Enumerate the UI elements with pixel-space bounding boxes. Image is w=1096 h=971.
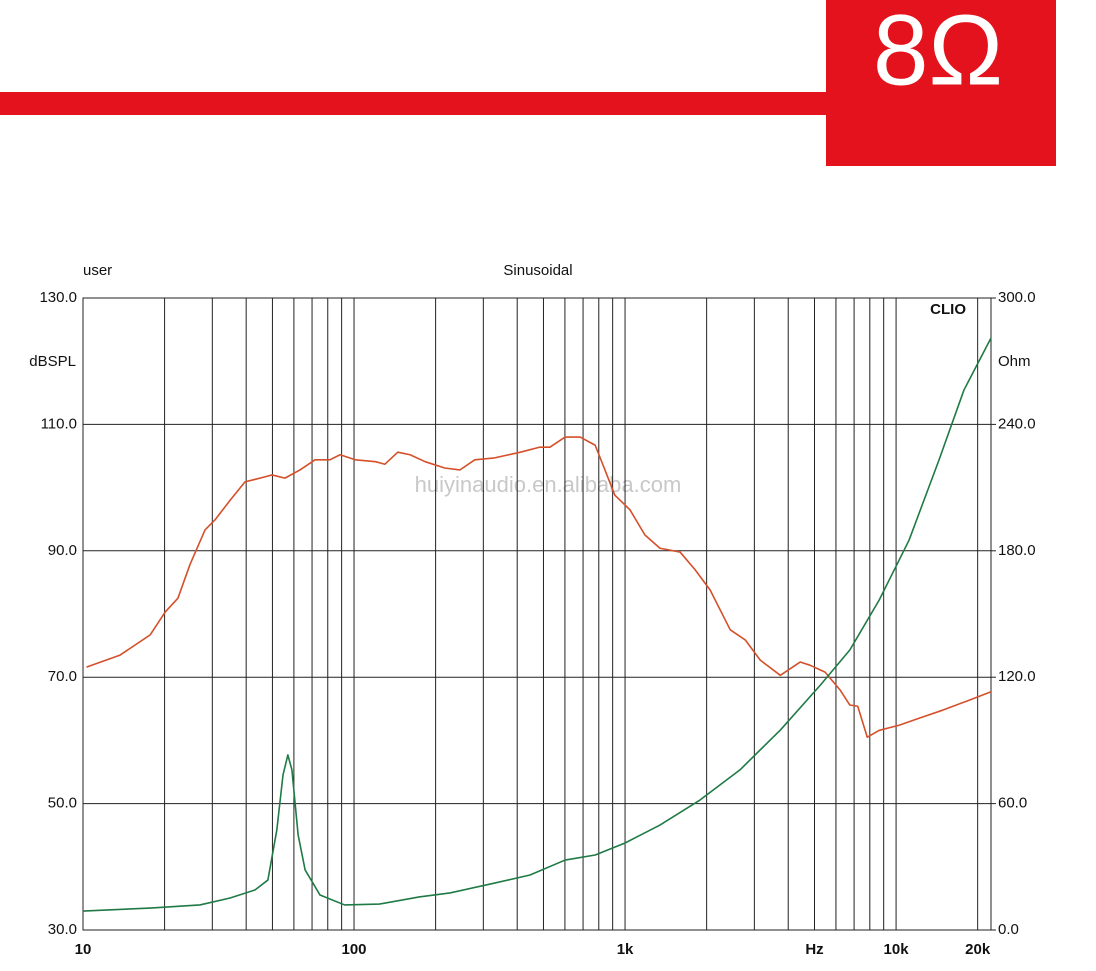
red-bar <box>0 92 826 115</box>
y2-tick-label: 240.0 <box>998 415 1036 432</box>
x-tick-label: Hz <box>805 941 823 958</box>
y2-tick-label: 120.0 <box>998 668 1036 685</box>
x-tick-label: 1k <box>617 941 634 958</box>
y-axis-label: dBSPL <box>29 353 76 370</box>
y-tick-label: 90.0 <box>48 542 77 559</box>
watermark: huiyinaudio.en.alibaba.com <box>415 472 682 497</box>
x-tick-label: 20k <box>965 941 991 958</box>
series-line <box>82 337 992 912</box>
x-tick-label: 100 <box>342 941 367 958</box>
corner-label: user <box>83 262 112 279</box>
badge-box <box>826 0 1056 166</box>
y-tick-label: 50.0 <box>48 795 77 812</box>
chart-title: Sinusoidal <box>503 262 572 279</box>
badge: 8Ω <box>873 0 1003 106</box>
y-tick-label: 130.0 <box>39 289 77 306</box>
y-tick-label: 70.0 <box>48 668 77 685</box>
brand: CLIO <box>930 301 966 318</box>
y-tick-label: 110.0 <box>41 415 77 432</box>
y-tick-label: 30.0 <box>48 921 77 938</box>
y2-axis-label: Ohm <box>998 353 1031 370</box>
y2-tick-label: 0.0 <box>998 921 1019 938</box>
plot-frame <box>82 297 992 931</box>
x-tick-label: 10 <box>75 941 92 958</box>
x-tick-label: 10k <box>884 941 910 958</box>
y2-tick-label: 60.0 <box>998 795 1027 812</box>
y2-tick-label: 300.0 <box>998 289 1036 306</box>
series-line <box>86 436 992 739</box>
y2-tick-label: 180.0 <box>998 542 1036 559</box>
